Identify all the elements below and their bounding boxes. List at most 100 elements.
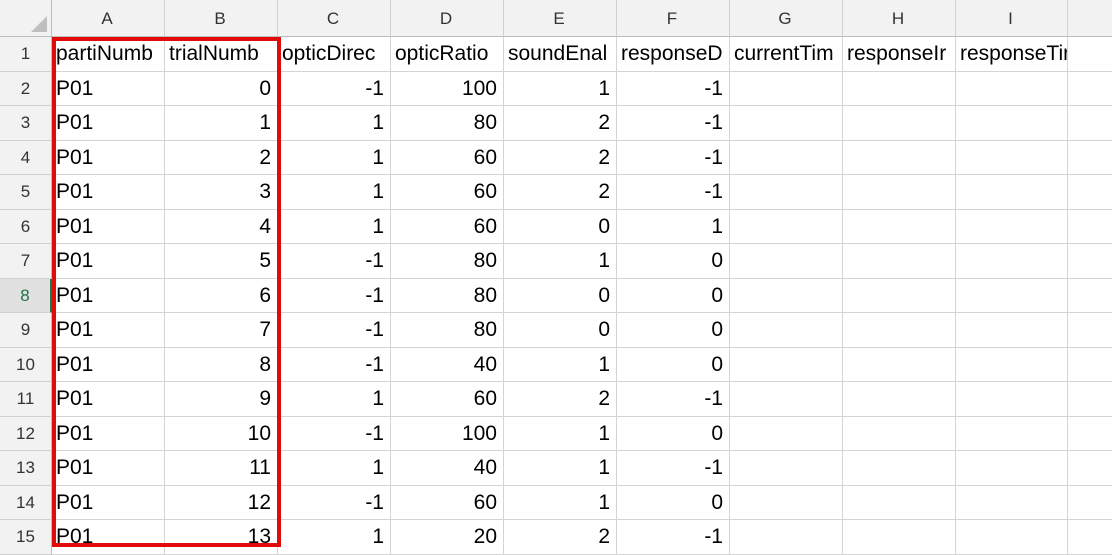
data-cell-d12[interactable]: 100 — [391, 416, 504, 451]
row-header-12[interactable]: 12 — [0, 416, 52, 451]
empty-cell[interactable] — [1068, 210, 1112, 244]
empty-cell[interactable] — [1068, 106, 1112, 141]
data-cell-i14[interactable] — [956, 485, 1068, 520]
data-cell-a8[interactable]: P01 — [52, 278, 165, 313]
header-cell-g[interactable]: currentTim — [730, 37, 843, 72]
data-cell-b10[interactable]: 8 — [165, 347, 278, 382]
data-cell-i15[interactable] — [956, 520, 1068, 555]
data-cell-d5[interactable]: 60 — [391, 175, 504, 210]
data-cell-e11[interactable]: 2 — [504, 382, 617, 417]
empty-cell[interactable] — [1068, 486, 1112, 520]
data-cell-i13[interactable] — [956, 451, 1068, 486]
data-cell-e2[interactable]: 1 — [504, 71, 617, 106]
data-cell-e10[interactable]: 1 — [504, 347, 617, 382]
row-header-10[interactable]: 10 — [0, 347, 52, 382]
data-cell-i7[interactable] — [956, 244, 1068, 279]
row-header-2[interactable]: 2 — [0, 71, 52, 106]
data-cell-c11[interactable]: 1 — [278, 382, 391, 417]
data-cell-b9[interactable]: 7 — [165, 313, 278, 348]
data-cell-f11[interactable]: -1 — [617, 382, 730, 417]
data-cell-d11[interactable]: 60 — [391, 382, 504, 417]
row-header-11[interactable]: 11 — [0, 382, 52, 417]
data-cell-g7[interactable] — [730, 244, 843, 279]
column-header-h[interactable]: H — [843, 0, 956, 37]
data-cell-f12[interactable]: 0 — [617, 416, 730, 451]
data-cell-c5[interactable]: 1 — [278, 175, 391, 210]
column-header-a[interactable]: A — [52, 0, 165, 37]
select-all-corner[interactable] — [0, 0, 52, 37]
data-cell-f15[interactable]: -1 — [617, 520, 730, 555]
empty-cell[interactable] — [1068, 279, 1112, 313]
data-cell-f2[interactable]: -1 — [617, 71, 730, 106]
data-cell-d8[interactable]: 80 — [391, 278, 504, 313]
data-cell-e15[interactable]: 2 — [504, 520, 617, 555]
column-header-d[interactable]: D — [391, 0, 504, 37]
data-cell-h12[interactable] — [843, 416, 956, 451]
data-cell-a11[interactable]: P01 — [52, 382, 165, 417]
header-cell-i[interactable]: responseTime — [956, 37, 1068, 72]
empty-cell[interactable] — [1068, 313, 1112, 348]
header-cell-c[interactable]: opticDirec — [278, 37, 391, 72]
data-cell-f4[interactable]: -1 — [617, 140, 730, 175]
data-cell-b5[interactable]: 3 — [165, 175, 278, 210]
data-cell-d3[interactable]: 80 — [391, 106, 504, 141]
data-cell-g3[interactable] — [730, 106, 843, 141]
data-cell-c2[interactable]: -1 — [278, 71, 391, 106]
data-cell-h15[interactable] — [843, 520, 956, 555]
data-cell-f5[interactable]: -1 — [617, 175, 730, 210]
empty-cell[interactable] — [1068, 417, 1112, 451]
data-cell-a5[interactable]: P01 — [52, 175, 165, 210]
data-cell-a13[interactable]: P01 — [52, 451, 165, 486]
data-cell-i9[interactable] — [956, 313, 1068, 348]
data-cell-h10[interactable] — [843, 347, 956, 382]
row-header-3[interactable]: 3 — [0, 106, 52, 141]
data-cell-d10[interactable]: 40 — [391, 347, 504, 382]
data-cell-b4[interactable]: 2 — [165, 140, 278, 175]
data-cell-d2[interactable]: 100 — [391, 71, 504, 106]
data-cell-g10[interactable] — [730, 347, 843, 382]
empty-cell[interactable] — [1068, 72, 1112, 106]
header-cell-a[interactable]: partiNumb — [52, 37, 165, 72]
empty-cell[interactable] — [1068, 175, 1112, 210]
data-cell-a10[interactable]: P01 — [52, 347, 165, 382]
data-cell-g11[interactable] — [730, 382, 843, 417]
data-cell-g4[interactable] — [730, 140, 843, 175]
empty-cell[interactable] — [1068, 244, 1112, 279]
data-cell-h2[interactable] — [843, 71, 956, 106]
row-header-8[interactable]: 8 — [0, 278, 52, 313]
data-cell-h8[interactable] — [843, 278, 956, 313]
data-cell-g12[interactable] — [730, 416, 843, 451]
header-cell-d[interactable]: opticRatio — [391, 37, 504, 72]
data-cell-i12[interactable] — [956, 416, 1068, 451]
row-header-1[interactable]: 1 — [0, 37, 52, 72]
data-cell-a6[interactable]: P01 — [52, 209, 165, 244]
data-cell-f3[interactable]: -1 — [617, 106, 730, 141]
data-cell-d6[interactable]: 60 — [391, 209, 504, 244]
data-cell-b13[interactable]: 11 — [165, 451, 278, 486]
data-cell-d9[interactable]: 80 — [391, 313, 504, 348]
data-cell-i5[interactable] — [956, 175, 1068, 210]
data-cell-h7[interactable] — [843, 244, 956, 279]
data-cell-b14[interactable]: 12 — [165, 485, 278, 520]
data-cell-d7[interactable]: 80 — [391, 244, 504, 279]
empty-cell[interactable] — [1068, 348, 1112, 382]
column-header-i[interactable]: I — [956, 0, 1068, 37]
data-cell-e12[interactable]: 1 — [504, 416, 617, 451]
row-header-15[interactable]: 15 — [0, 520, 52, 555]
data-cell-f7[interactable]: 0 — [617, 244, 730, 279]
data-cell-c4[interactable]: 1 — [278, 140, 391, 175]
empty-cell[interactable] — [1068, 451, 1112, 486]
row-header-14[interactable]: 14 — [0, 485, 52, 520]
data-cell-i4[interactable] — [956, 140, 1068, 175]
data-cell-c9[interactable]: -1 — [278, 313, 391, 348]
data-cell-e5[interactable]: 2 — [504, 175, 617, 210]
data-cell-i2[interactable] — [956, 71, 1068, 106]
data-cell-e4[interactable]: 2 — [504, 140, 617, 175]
data-cell-g15[interactable] — [730, 520, 843, 555]
data-cell-d14[interactable]: 60 — [391, 485, 504, 520]
data-cell-g13[interactable] — [730, 451, 843, 486]
column-header-overflow[interactable] — [1068, 0, 1112, 37]
data-cell-e13[interactable]: 1 — [504, 451, 617, 486]
data-cell-a2[interactable]: P01 — [52, 71, 165, 106]
row-header-13[interactable]: 13 — [0, 451, 52, 486]
